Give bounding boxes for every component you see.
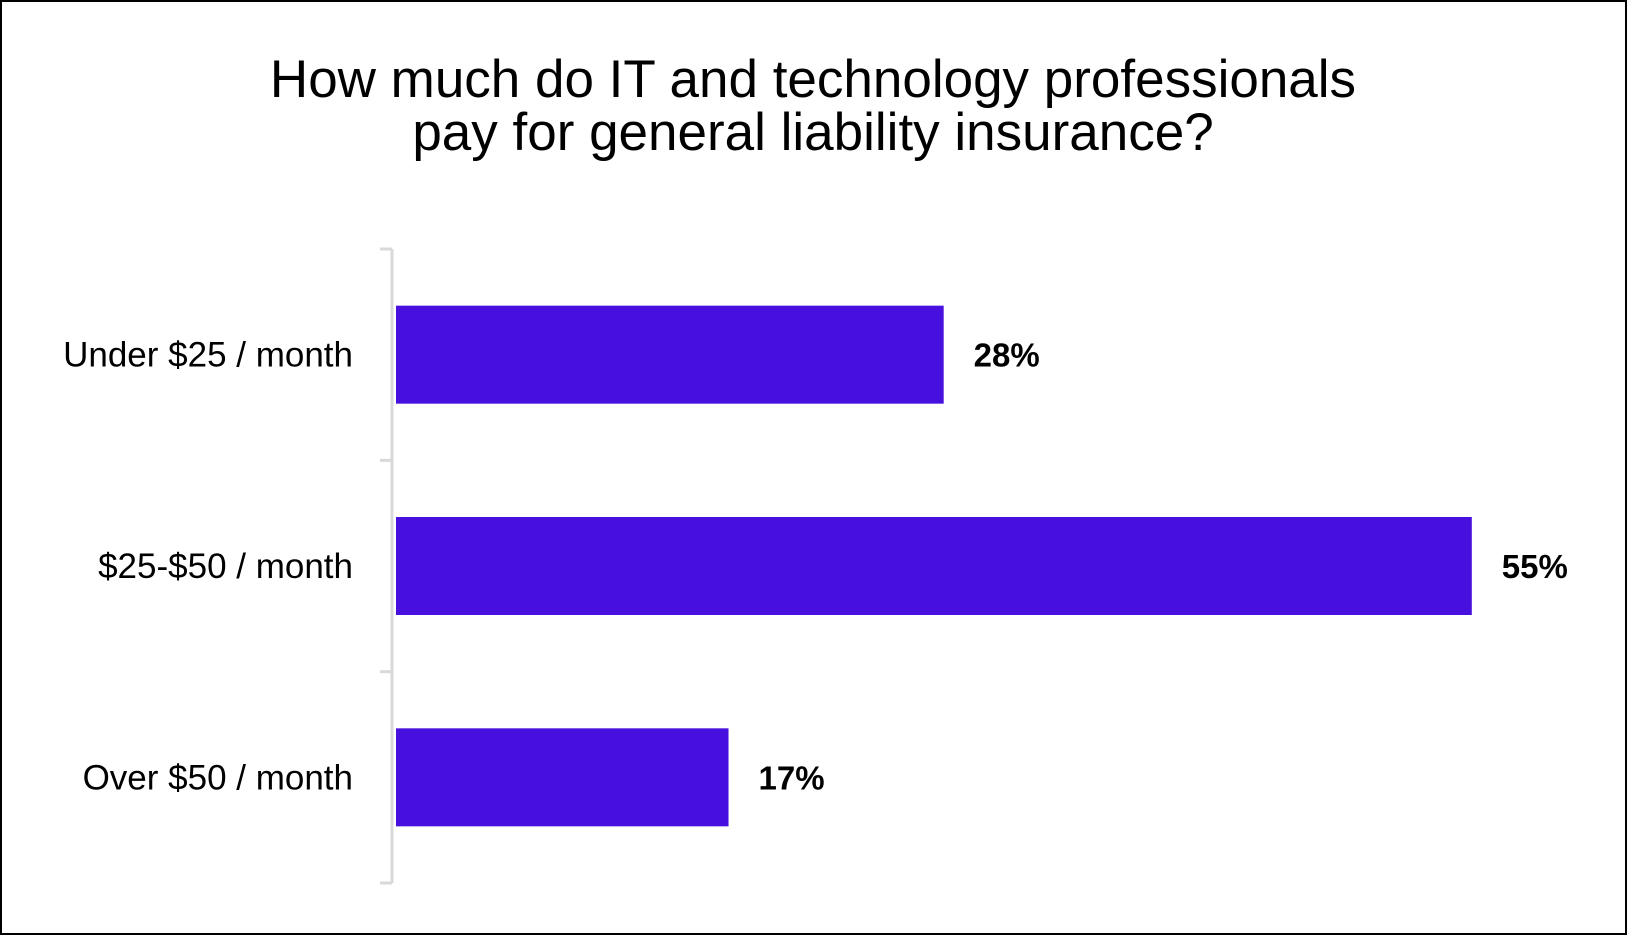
chart-title-line-1: How much do IT and technology profession…	[270, 50, 1356, 109]
chart-title-line-2: pay for general liability insurance?	[412, 103, 1213, 162]
category-label: $25-$50 / month	[98, 547, 353, 586]
category-axis: Under $25 / month $25-$50 / month Over $50…	[63, 247, 394, 885]
category-label: Over $50 / month	[83, 758, 353, 797]
data-label: 55%	[1502, 548, 1568, 585]
bar	[396, 728, 729, 827]
bar	[396, 517, 1472, 615]
data-label: 28%	[974, 337, 1040, 374]
bar	[396, 305, 944, 404]
category-label: Under $25 / month	[63, 336, 353, 375]
bars: 28% 55% 17%	[396, 305, 1568, 827]
data-label: 17%	[759, 759, 825, 796]
